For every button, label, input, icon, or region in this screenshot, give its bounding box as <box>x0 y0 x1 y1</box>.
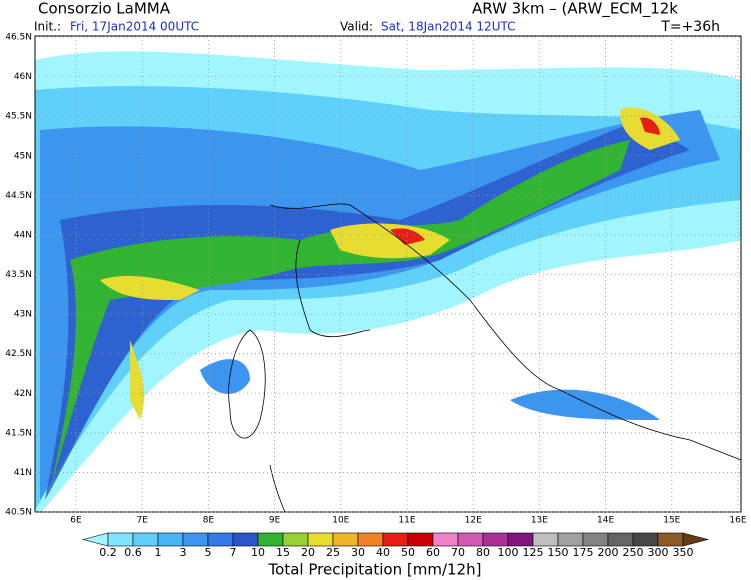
legend-label: 20 <box>301 546 315 559</box>
lon-label: 10E <box>332 516 349 526</box>
valid-label: Valid: <box>340 20 373 34</box>
lat-label: 42N <box>14 389 32 399</box>
legend-label: 60 <box>426 546 440 559</box>
legend-swatch <box>357 532 384 547</box>
legend-swatch <box>632 532 659 547</box>
legend-swatch <box>182 532 209 547</box>
legend-label: 100 <box>498 546 519 559</box>
legend-label: 125 <box>523 546 544 559</box>
legend-swatch <box>307 532 334 547</box>
lat-label: 43.5N <box>5 270 32 280</box>
legend-swatch <box>332 532 359 547</box>
legend-title: Total Precipitation [mm/12h] <box>268 561 482 579</box>
legend-label: 175 <box>573 546 594 559</box>
lon-label: 16E <box>729 516 746 526</box>
legend-swatch <box>482 532 509 547</box>
lat-label: 44.5N <box>5 191 32 201</box>
legend-label: 80 <box>476 546 490 559</box>
legend-label: 0.2 <box>99 546 117 559</box>
lat-label: 46N <box>14 72 32 82</box>
legend-swatch <box>382 532 409 547</box>
legend-swatch <box>582 532 609 547</box>
legend-swatch <box>657 532 684 547</box>
legend-label: 200 <box>598 546 619 559</box>
legend-label: 0.6 <box>124 546 142 559</box>
init-time: Fri, 17Jan2014 00UTC <box>70 20 199 34</box>
legend-swatch <box>81 532 109 547</box>
lon-label: 8E <box>203 516 215 526</box>
legend-label: 5 <box>205 546 212 559</box>
legend-label: 150 <box>548 546 569 559</box>
model-title: ARW 3km – (ARW_ECM_12k <box>472 0 678 19</box>
lon-label: 13E <box>531 516 548 526</box>
valid-time: Sat, 18Jan2014 12UTC <box>381 20 515 34</box>
lon-label: 11E <box>398 516 415 526</box>
lat-label: 41N <box>14 468 32 478</box>
legend-label: 3 <box>180 546 187 559</box>
init-label: Init.: <box>34 20 61 34</box>
precip-field <box>35 51 741 512</box>
lat-label: 45.5N <box>5 112 32 122</box>
lat-label: 41.5N <box>5 428 32 438</box>
lon-label: 7E <box>136 516 148 526</box>
lat-label: 40.5N <box>5 508 32 518</box>
legend-label: 70 <box>451 546 465 559</box>
legend-label: 1 <box>155 546 162 559</box>
lon-label: 9E <box>269 516 281 526</box>
legend-label: 15 <box>276 546 290 559</box>
legend-label: 10 <box>251 546 265 559</box>
lon-label: 12E <box>465 516 482 526</box>
legend-swatch <box>107 532 134 547</box>
legend-label: 250 <box>623 546 644 559</box>
title: Consorzio LaMMA <box>38 0 171 18</box>
legend-label: 50 <box>401 546 415 559</box>
lat-label: 45N <box>14 151 32 161</box>
legend-swatch <box>207 532 234 547</box>
legend-swatch <box>257 532 284 547</box>
legend-label: 300 <box>648 546 669 559</box>
lon-label: 15E <box>663 516 680 526</box>
legend-swatch <box>232 532 259 547</box>
legend-swatch <box>682 532 710 547</box>
legend-swatch <box>157 532 184 547</box>
legend-label: 25 <box>326 546 340 559</box>
legend-swatch <box>507 532 534 547</box>
legend-label: 40 <box>376 546 390 559</box>
lat-label: 44N <box>14 230 32 240</box>
legend-swatch <box>432 532 459 547</box>
lon-label: 14E <box>597 516 614 526</box>
legend-label: 350 <box>673 546 694 559</box>
coastline <box>228 203 742 513</box>
legend-swatch <box>407 532 434 547</box>
legend-label: 7 <box>230 546 237 559</box>
legend-label: 30 <box>351 546 365 559</box>
lat-label: 42.5N <box>5 349 32 359</box>
legend-swatch <box>282 532 309 547</box>
legend-swatch <box>607 532 634 547</box>
lead-time: T=+36h <box>660 19 720 35</box>
lon-label: 6E <box>70 516 82 526</box>
legend-swatch <box>532 532 559 547</box>
legend-swatch <box>132 532 159 547</box>
legend-swatch <box>457 532 484 547</box>
lat-label: 46.5N <box>5 33 32 43</box>
legend-swatch <box>557 532 584 547</box>
lat-label: 43N <box>14 310 32 320</box>
